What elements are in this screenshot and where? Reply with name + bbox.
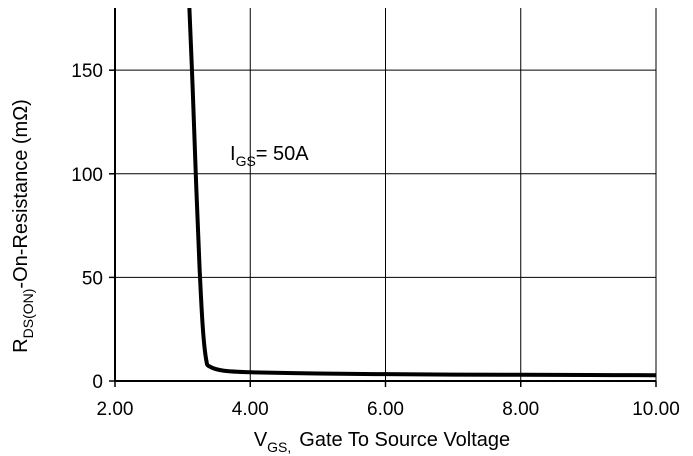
x-tick-label: 8.00: [502, 399, 539, 420]
x-axis-label: VGS, Gate To Source Voltage: [254, 429, 510, 455]
grid-layer: [115, 8, 657, 381]
y-tick-label: 150: [71, 61, 103, 82]
y-axis-label: RDS(ON)-On-Resistance (mΩ): [10, 99, 36, 353]
y-tick-label: 100: [71, 165, 103, 186]
x-tick-label: 10.00: [632, 399, 680, 420]
x-tick-label: 2.00: [97, 399, 134, 420]
x-tick-label: 4.00: [232, 399, 269, 420]
series-line: [187, 8, 657, 378]
x-tick-label: 6.00: [367, 399, 404, 420]
y-tick-label: 0: [92, 372, 103, 393]
annotation-igs: IGS= 50A: [230, 143, 309, 169]
tick-layer: 2.00 4.00 6.00 8.00 10.00 0 50 100 150: [71, 61, 679, 420]
y-tick-label: 50: [82, 268, 103, 289]
series-layer: [187, 8, 657, 378]
